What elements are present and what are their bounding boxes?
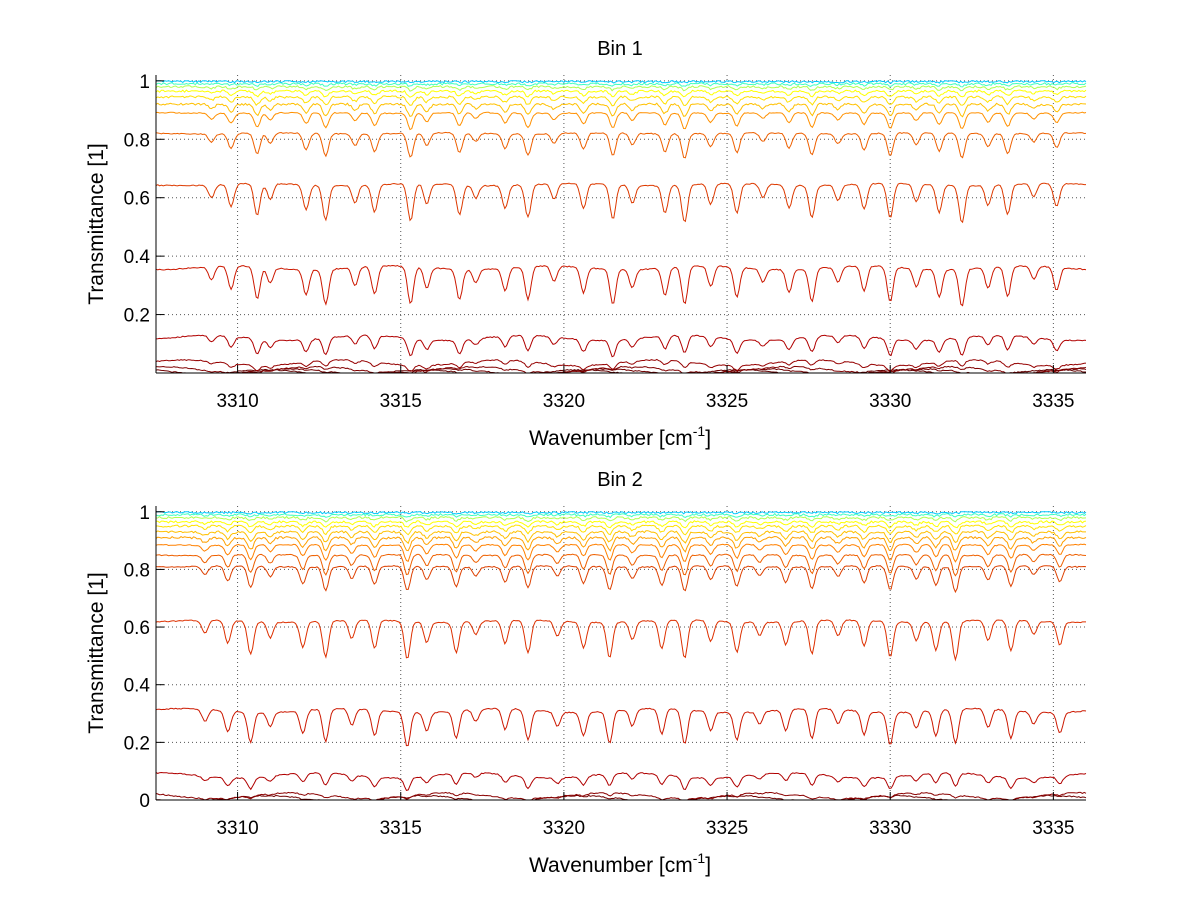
x-axis-label-superscript: -1 <box>693 423 706 439</box>
plot-area <box>156 506 1086 800</box>
x-tick-label: 3315 <box>380 391 422 412</box>
series-line-1 <box>155 511 1087 515</box>
x-tick-label: 3335 <box>1032 818 1074 839</box>
y-tick-label: 0.6 <box>124 618 150 639</box>
series-line-3 <box>155 85 1087 92</box>
x-axis-label-superscript: -1 <box>693 850 706 866</box>
series-line-10 <box>155 564 1087 594</box>
y-tick-label: 0.6 <box>124 189 150 210</box>
series-line-13 <box>155 771 1087 791</box>
x-tick-label: 3310 <box>216 818 258 839</box>
series-line-5 <box>156 524 1087 536</box>
y-tick-label: 1 <box>139 503 150 524</box>
series-line-2 <box>155 82 1087 88</box>
y-tick-label: 0.4 <box>124 247 151 268</box>
series-line-8 <box>155 131 1087 159</box>
x-tick-label: 3315 <box>380 818 422 839</box>
plot-bin-2: 3310 3315 3320 3325 3330 3335 0 0.2 0.4 0.6 0.8 1 Bi… <box>85 469 1087 877</box>
chart-title: Bin 1 <box>597 38 643 60</box>
y-tick-label: 0.8 <box>124 560 150 581</box>
y-tick-label: 0.2 <box>124 733 150 754</box>
series-line-3 <box>155 515 1087 523</box>
series-line-11 <box>155 334 1087 358</box>
y-tick-label: 0.2 <box>124 306 150 327</box>
x-axis-label-main: Wavenumber [cm <box>529 427 693 450</box>
series-line-10 <box>155 264 1087 307</box>
series-line-12 <box>155 707 1087 747</box>
y-tick-label: 0.4 <box>124 676 151 697</box>
chart-title: Bin 2 <box>597 469 643 491</box>
series-line-7 <box>155 535 1087 553</box>
x-axis-label-main: Wavenumber [cm <box>529 854 693 877</box>
plot-area <box>156 75 1086 373</box>
y-tick-label: 0 <box>139 791 150 812</box>
x-axis-label: Wavenumber [cm-1] <box>529 423 711 450</box>
y-axis-label: Transmittance [1] <box>85 572 108 733</box>
series-line-6 <box>155 102 1087 118</box>
plot-bin-1: 3310 3315 3320 3325 3330 3335 0.2 0.4 0.6 0.8 1 Bin… <box>85 38 1087 450</box>
series-line-13 <box>155 365 1087 374</box>
x-tick-label: 3335 <box>1032 391 1074 412</box>
x-tick-label: 3330 <box>869 391 911 412</box>
x-tick-label: 3320 <box>543 818 585 839</box>
x-tick-label: 3330 <box>869 818 911 839</box>
series-line-4 <box>156 520 1087 529</box>
series-line-11 <box>155 619 1086 662</box>
series-line-6 <box>155 530 1086 545</box>
x-axis-label-end: ] <box>705 427 711 450</box>
series-line-14 <box>155 791 1087 801</box>
series-line-5 <box>155 95 1087 107</box>
series-line-7 <box>155 111 1087 131</box>
x-tick-label: 3325 <box>706 391 748 412</box>
y-tick-label: 0.8 <box>124 130 150 151</box>
x-tick-label: 3320 <box>543 391 585 412</box>
x-tick-label: 3310 <box>216 391 258 412</box>
series-line-14 <box>155 367 1087 374</box>
series-line-4 <box>155 89 1087 98</box>
y-axis-label: Transmittance [1] <box>85 143 108 304</box>
x-axis-label: Wavenumber [cm-1] <box>529 850 711 877</box>
y-tick-label: 1 <box>139 72 150 93</box>
x-axis-label-end: ] <box>705 854 711 877</box>
x-tick-label: 3325 <box>706 818 748 839</box>
series-line-2 <box>155 512 1087 519</box>
series-line-8 <box>155 543 1087 563</box>
series-line-9 <box>155 182 1086 224</box>
series-line-12 <box>155 358 1087 372</box>
series-line-9 <box>155 553 1087 577</box>
series-line-1 <box>155 80 1087 84</box>
